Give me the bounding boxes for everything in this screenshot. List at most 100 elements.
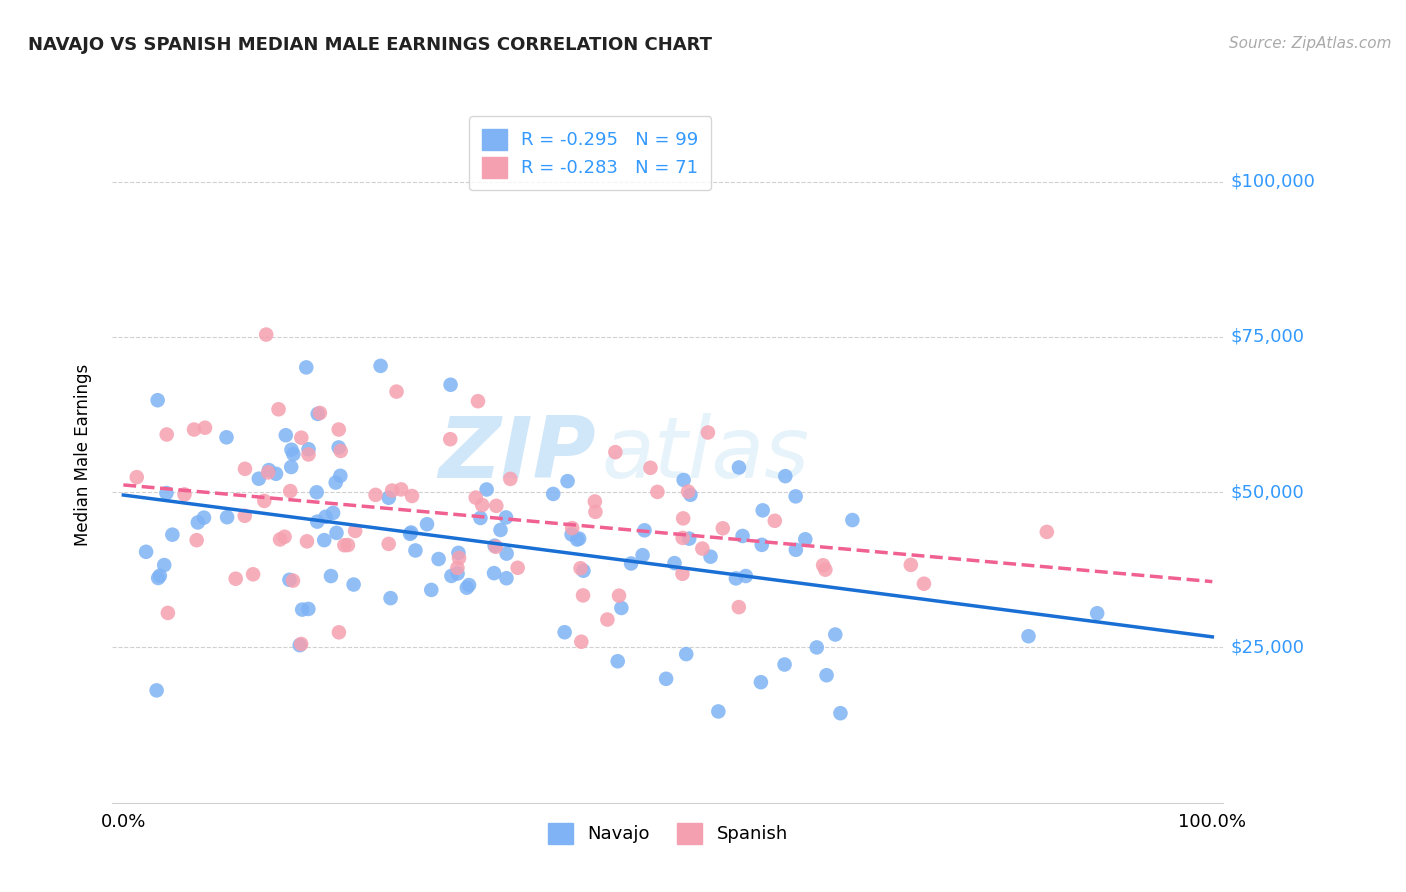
Text: $100,000: $100,000 [1230, 172, 1315, 191]
Point [1036, 524, 1059, 539]
Point [841, 513, 863, 527]
Point [631, 548, 654, 562]
Point [572, 564, 595, 578]
Point [679, 488, 702, 502]
Point [671, 566, 693, 581]
Point [162, 527, 184, 541]
Point [153, 558, 176, 572]
Point [288, 638, 311, 652]
Point [257, 466, 280, 480]
Point [193, 510, 215, 524]
Point [242, 567, 264, 582]
Point [149, 568, 172, 582]
Point [506, 561, 529, 575]
Text: $75,000: $75,000 [1230, 328, 1305, 346]
Point [290, 637, 312, 651]
Point [399, 526, 422, 541]
Point [569, 634, 592, 648]
Point [672, 531, 695, 545]
Point [568, 532, 591, 546]
Point [233, 508, 256, 523]
Point [675, 647, 697, 661]
Point [751, 503, 773, 517]
Point [900, 558, 922, 572]
Point [380, 591, 402, 606]
Point [647, 484, 669, 499]
Point [763, 514, 786, 528]
Point [156, 427, 179, 442]
Point [290, 431, 312, 445]
Point [146, 393, 169, 408]
Text: $25,000: $25,000 [1230, 639, 1305, 657]
Point [1085, 607, 1108, 621]
Point [773, 657, 796, 672]
Point [583, 505, 606, 519]
Point [830, 706, 852, 721]
Point [439, 377, 461, 392]
Point [785, 489, 807, 503]
Point [225, 572, 247, 586]
Point [183, 423, 205, 437]
Point [295, 360, 318, 375]
Point [381, 483, 404, 498]
Point [135, 545, 157, 559]
Point [489, 523, 512, 537]
Point [278, 573, 301, 587]
Point [482, 566, 505, 581]
Point [297, 602, 319, 616]
Point [470, 511, 492, 525]
Point [233, 462, 256, 476]
Point [606, 654, 628, 668]
Point [640, 460, 662, 475]
Point [806, 640, 828, 655]
Point [280, 460, 302, 475]
Point [620, 557, 643, 571]
Y-axis label: Median Male Earnings: Median Male Earnings [73, 364, 91, 546]
Point [377, 537, 399, 551]
Point [785, 542, 807, 557]
Point [253, 494, 276, 508]
Point [484, 539, 506, 553]
Point [314, 533, 336, 548]
Point [247, 472, 270, 486]
Point [731, 529, 754, 543]
Point [344, 524, 367, 538]
Point [664, 556, 686, 570]
Point [389, 483, 412, 497]
Point [751, 538, 773, 552]
Point [328, 625, 350, 640]
Point [291, 602, 314, 616]
Point [815, 668, 838, 682]
Point [824, 627, 846, 641]
Point [329, 444, 352, 458]
Point [676, 484, 699, 499]
Text: Source: ZipAtlas.com: Source: ZipAtlas.com [1229, 36, 1392, 51]
Point [692, 541, 714, 556]
Point [370, 359, 392, 373]
Point [811, 558, 834, 573]
Point [328, 423, 350, 437]
Text: NAVAJO VS SPANISH MEDIAN MALE EARNINGS CORRELATION CHART: NAVAJO VS SPANISH MEDIAN MALE EARNINGS C… [28, 36, 711, 54]
Point [329, 468, 352, 483]
Point [325, 525, 347, 540]
Point [377, 491, 399, 505]
Point [554, 625, 576, 640]
Point [333, 538, 356, 552]
Point [420, 582, 443, 597]
Point [655, 672, 678, 686]
Point [194, 421, 217, 435]
Point [309, 406, 332, 420]
Point [707, 705, 730, 719]
Point [187, 516, 209, 530]
Point [467, 394, 489, 409]
Point [328, 441, 350, 455]
Point [315, 509, 337, 524]
Point [297, 442, 319, 457]
Point [727, 600, 749, 615]
Point [307, 515, 329, 529]
Point [446, 561, 468, 575]
Point [495, 510, 517, 524]
Point [257, 463, 280, 477]
Point [561, 527, 583, 541]
Point [364, 488, 387, 502]
